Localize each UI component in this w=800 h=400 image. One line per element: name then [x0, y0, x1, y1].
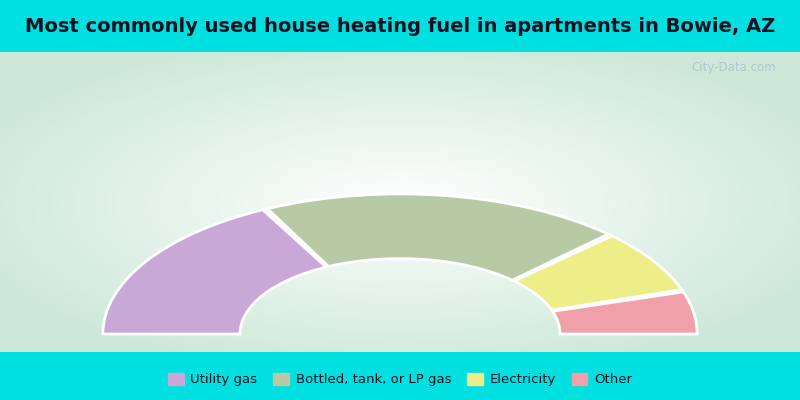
Legend: Utility gas, Bottled, tank, or LP gas, Electricity, Other: Utility gas, Bottled, tank, or LP gas, E…: [162, 368, 638, 392]
Text: Most commonly used house heating fuel in apartments in Bowie, AZ: Most commonly used house heating fuel in…: [25, 16, 775, 36]
Wedge shape: [514, 236, 682, 310]
Text: City-Data.com: City-Data.com: [691, 61, 776, 74]
Wedge shape: [553, 292, 697, 334]
Wedge shape: [103, 210, 326, 334]
Wedge shape: [267, 194, 608, 280]
